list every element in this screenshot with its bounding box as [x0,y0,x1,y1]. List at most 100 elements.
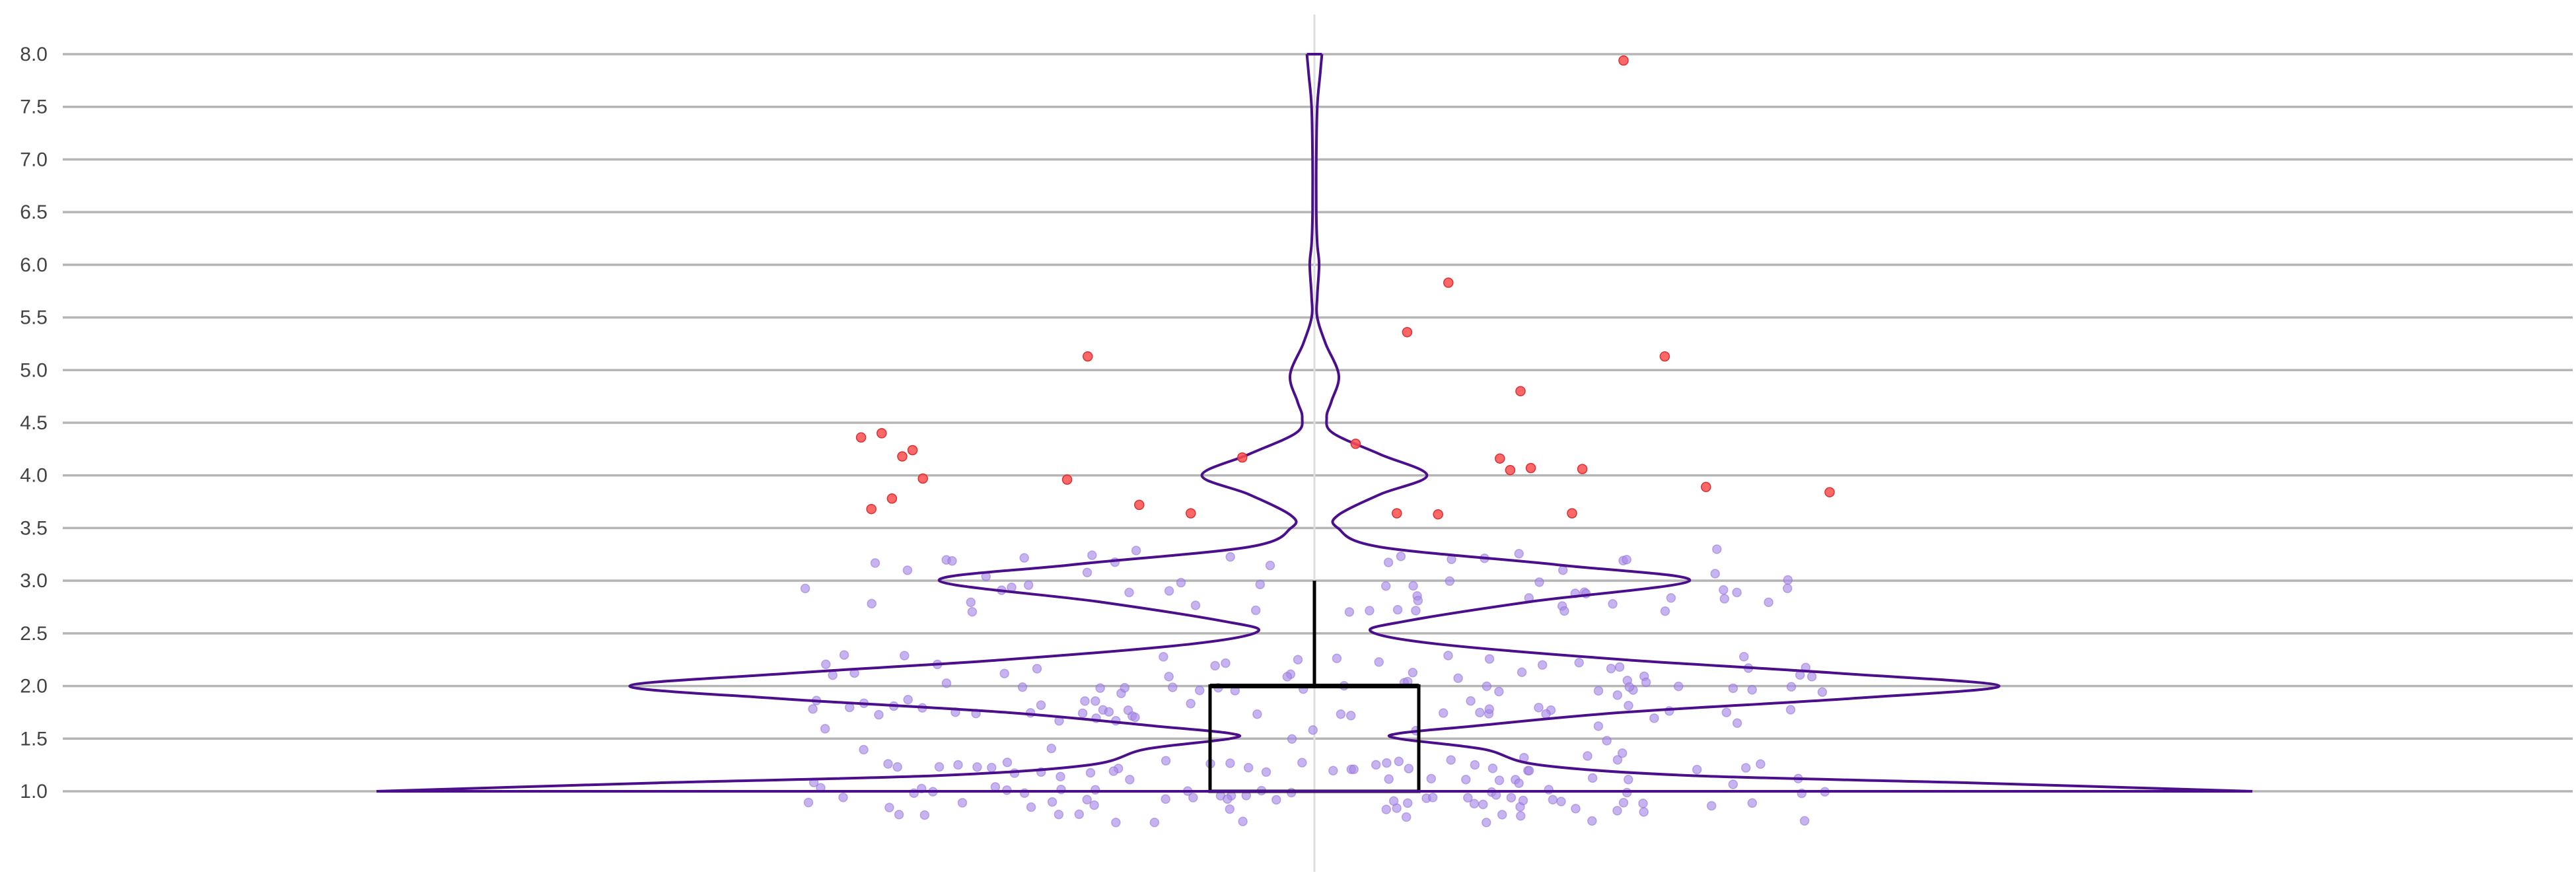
data-point [1384,775,1393,783]
data-point [840,651,849,659]
data-point [1519,796,1528,805]
data-point [1075,810,1083,818]
data-point [1132,546,1141,555]
y-tick-label: 2.5 [20,623,48,645]
data-point [1622,555,1631,564]
data-point [1402,813,1411,822]
data-point [1221,659,1230,668]
data-point [1674,682,1683,691]
data-point [1090,801,1098,810]
data-point [1557,797,1565,806]
data-point [1464,793,1472,802]
data-point [1618,749,1627,758]
data-point [1027,803,1036,812]
data-point [1466,697,1475,705]
data-point [1159,653,1168,661]
data-point [1535,578,1544,587]
data-point [808,705,817,713]
outlier-point [887,494,896,503]
data-point [1517,812,1525,820]
data-point [1079,709,1087,717]
data-point [1518,668,1526,676]
data-point [1382,805,1390,814]
outlier-point [1063,475,1072,484]
data-point [1542,709,1550,718]
outlier-point [1526,464,1536,473]
data-point [1054,810,1063,819]
data-point [1495,688,1503,696]
data-point [1602,736,1611,745]
outlier-point [1135,500,1144,509]
y-tick-label: 2.0 [20,676,48,698]
data-point [1748,686,1756,694]
data-point [895,810,904,819]
data-point [1225,805,1234,814]
data-point [1787,705,1795,714]
data-point [1382,582,1390,591]
data-point [1192,601,1200,610]
data-point [1729,780,1737,789]
data-point [1131,713,1139,722]
data-point [1462,775,1470,784]
data-point [867,599,876,608]
data-point [1329,766,1338,775]
data-point [1382,759,1391,768]
data-point [1226,759,1234,768]
data-point [1408,668,1417,677]
data-point [1439,709,1448,717]
data-point [943,679,951,688]
data-point [1262,768,1271,776]
data-point [900,651,909,660]
data-point [1485,655,1494,663]
data-point [1056,772,1065,781]
data-point [1332,654,1341,662]
data-point [1479,800,1487,808]
data-point [1588,816,1596,825]
data-point [1787,682,1796,691]
data-point [1372,760,1380,769]
data-point [1608,600,1617,608]
data-point [839,793,847,802]
outlier-point [1433,510,1443,519]
data-point [1252,606,1260,615]
data-point [1650,714,1659,723]
data-point [1447,756,1455,764]
data-point [1120,684,1129,692]
outlier-point [1495,454,1505,463]
outlier-point [877,429,886,438]
data-point [1096,684,1104,692]
data-point [1722,708,1731,717]
outlier-point [898,452,907,461]
data-point [1413,596,1422,605]
data-point [1104,707,1113,716]
data-point [1707,802,1716,810]
data-point [1112,818,1120,827]
data-point [1639,799,1647,808]
data-point [1818,688,1826,696]
data-point [1150,818,1159,827]
data-point [1253,710,1262,719]
data-point [1088,551,1096,559]
data-point [875,711,883,719]
data-point [1003,758,1012,767]
data-point [1515,550,1523,558]
data-point [1394,606,1402,614]
data-point [1740,653,1748,661]
y-tick-label: 7.0 [20,149,48,170]
data-point [1404,799,1412,807]
data-point [958,799,967,807]
data-point [1186,699,1195,708]
data-point [1625,683,1633,692]
data-point [1733,589,1741,597]
data-point [1189,793,1198,802]
data-point [1589,773,1597,782]
data-point [968,608,976,616]
data-point [1404,764,1413,773]
y-tick-label: 5.5 [20,307,48,329]
data-point [1482,818,1491,827]
data-point [805,799,813,807]
data-point [1575,659,1583,667]
data-point [1594,686,1603,695]
data-point [904,696,912,704]
